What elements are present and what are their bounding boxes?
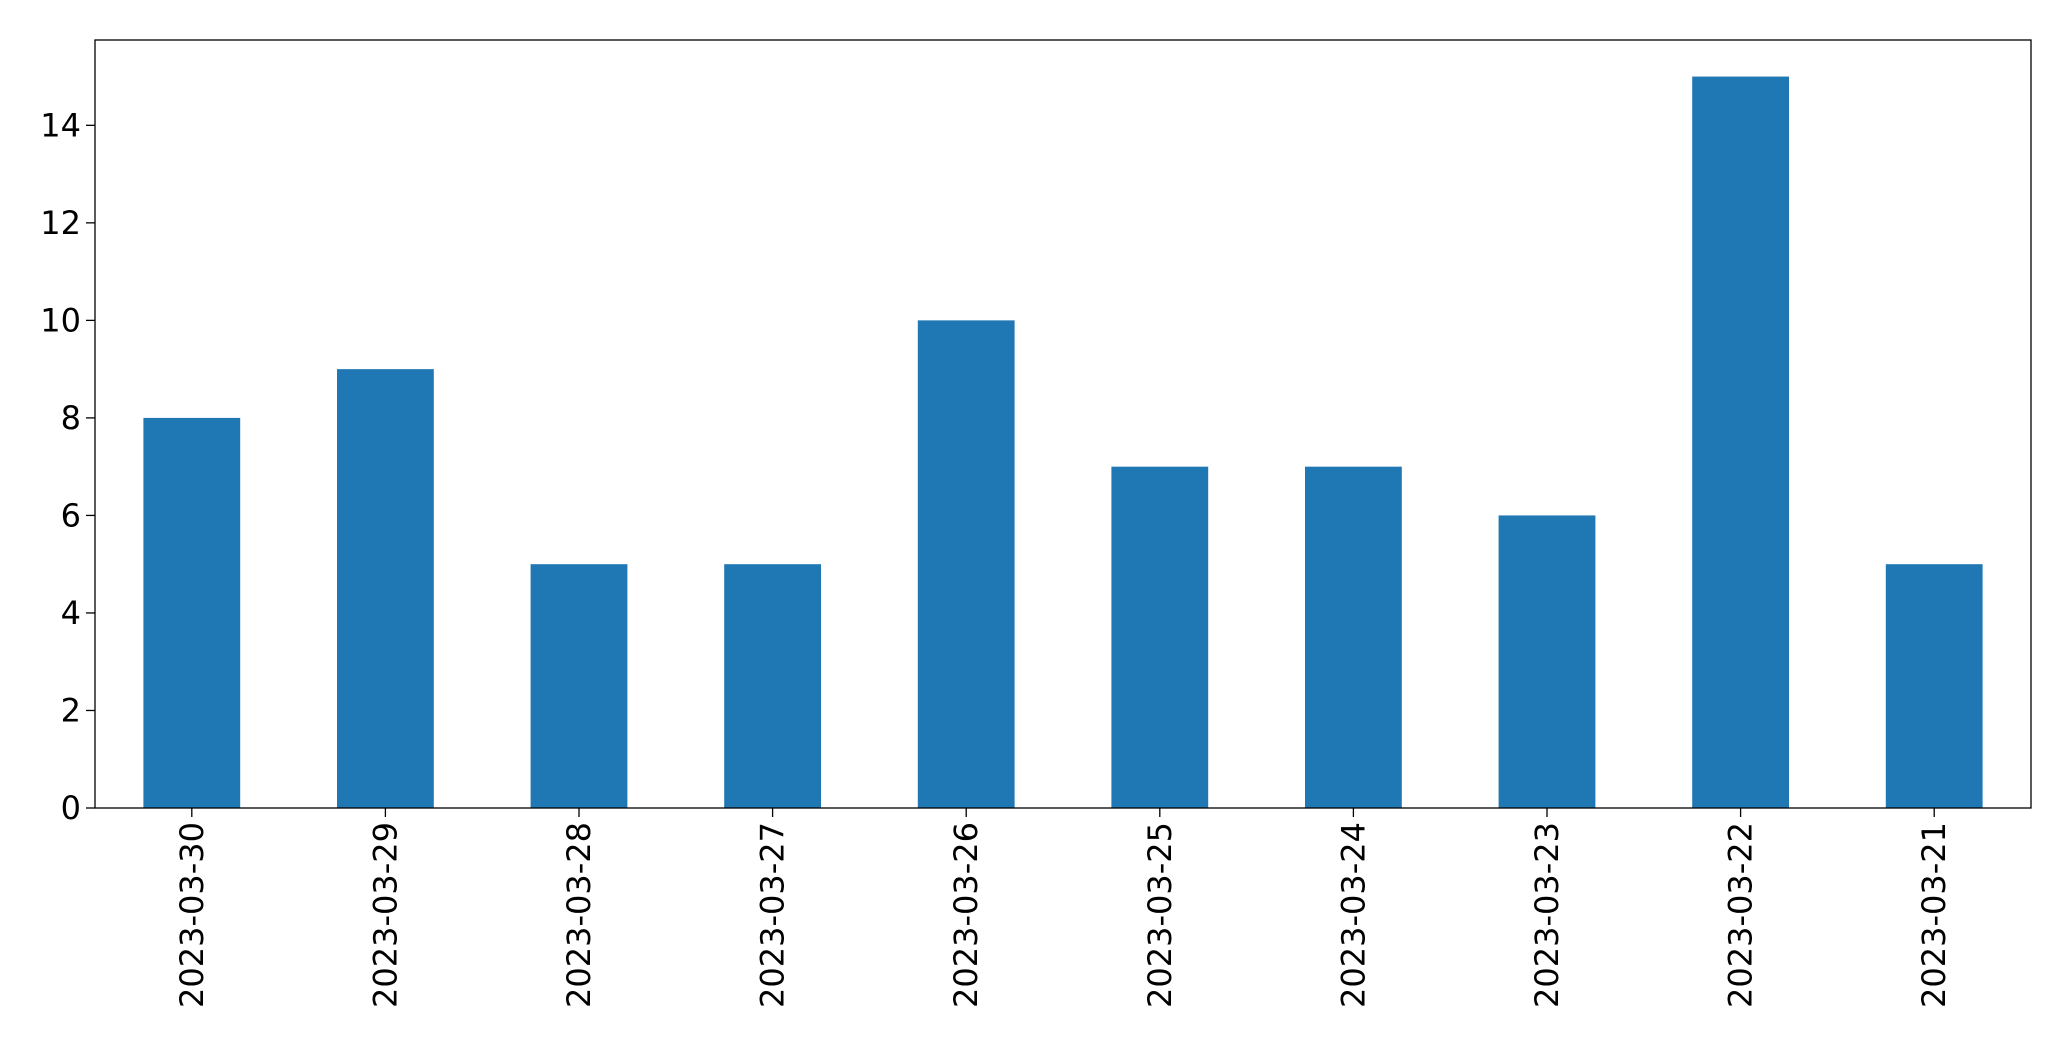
y-tick-label: 10 bbox=[40, 301, 81, 339]
bar bbox=[917, 320, 1015, 808]
x-tick-label: 2023-03-23 bbox=[1528, 822, 1566, 1008]
bar bbox=[337, 369, 434, 808]
y-tick-label: 0 bbox=[61, 789, 81, 827]
y-tick-label: 8 bbox=[61, 399, 81, 437]
y-tick-label: 4 bbox=[61, 594, 81, 632]
y-tick-label: 14 bbox=[40, 106, 81, 144]
bar bbox=[143, 417, 241, 808]
plot-frame bbox=[94, 39, 2032, 809]
x-tick-label: 2023-03-30 bbox=[173, 822, 211, 1008]
x-tick-label: 2023-03-28 bbox=[560, 822, 598, 1008]
bar bbox=[1692, 76, 1789, 809]
bar bbox=[530, 564, 628, 808]
x-tick-label: 2023-03-21 bbox=[1915, 822, 1953, 1008]
y-tick-label: 2 bbox=[61, 691, 81, 729]
bar bbox=[1111, 466, 1209, 808]
bar bbox=[1305, 466, 1402, 808]
bar bbox=[724, 564, 821, 808]
x-tick-label: 2023-03-24 bbox=[1334, 822, 1372, 1008]
x-tick-label: 2023-03-22 bbox=[1722, 822, 1760, 1008]
y-tick-label: 12 bbox=[40, 204, 81, 242]
x-tick-label: 2023-03-27 bbox=[754, 822, 792, 1008]
x-tick-label: 2023-03-29 bbox=[366, 822, 404, 1008]
bar bbox=[1498, 515, 1596, 808]
x-tick-label: 2023-03-25 bbox=[1141, 822, 1179, 1008]
bar bbox=[1885, 564, 1983, 808]
y-tick-label: 6 bbox=[61, 496, 81, 534]
x-tick-label: 2023-03-26 bbox=[947, 822, 985, 1008]
